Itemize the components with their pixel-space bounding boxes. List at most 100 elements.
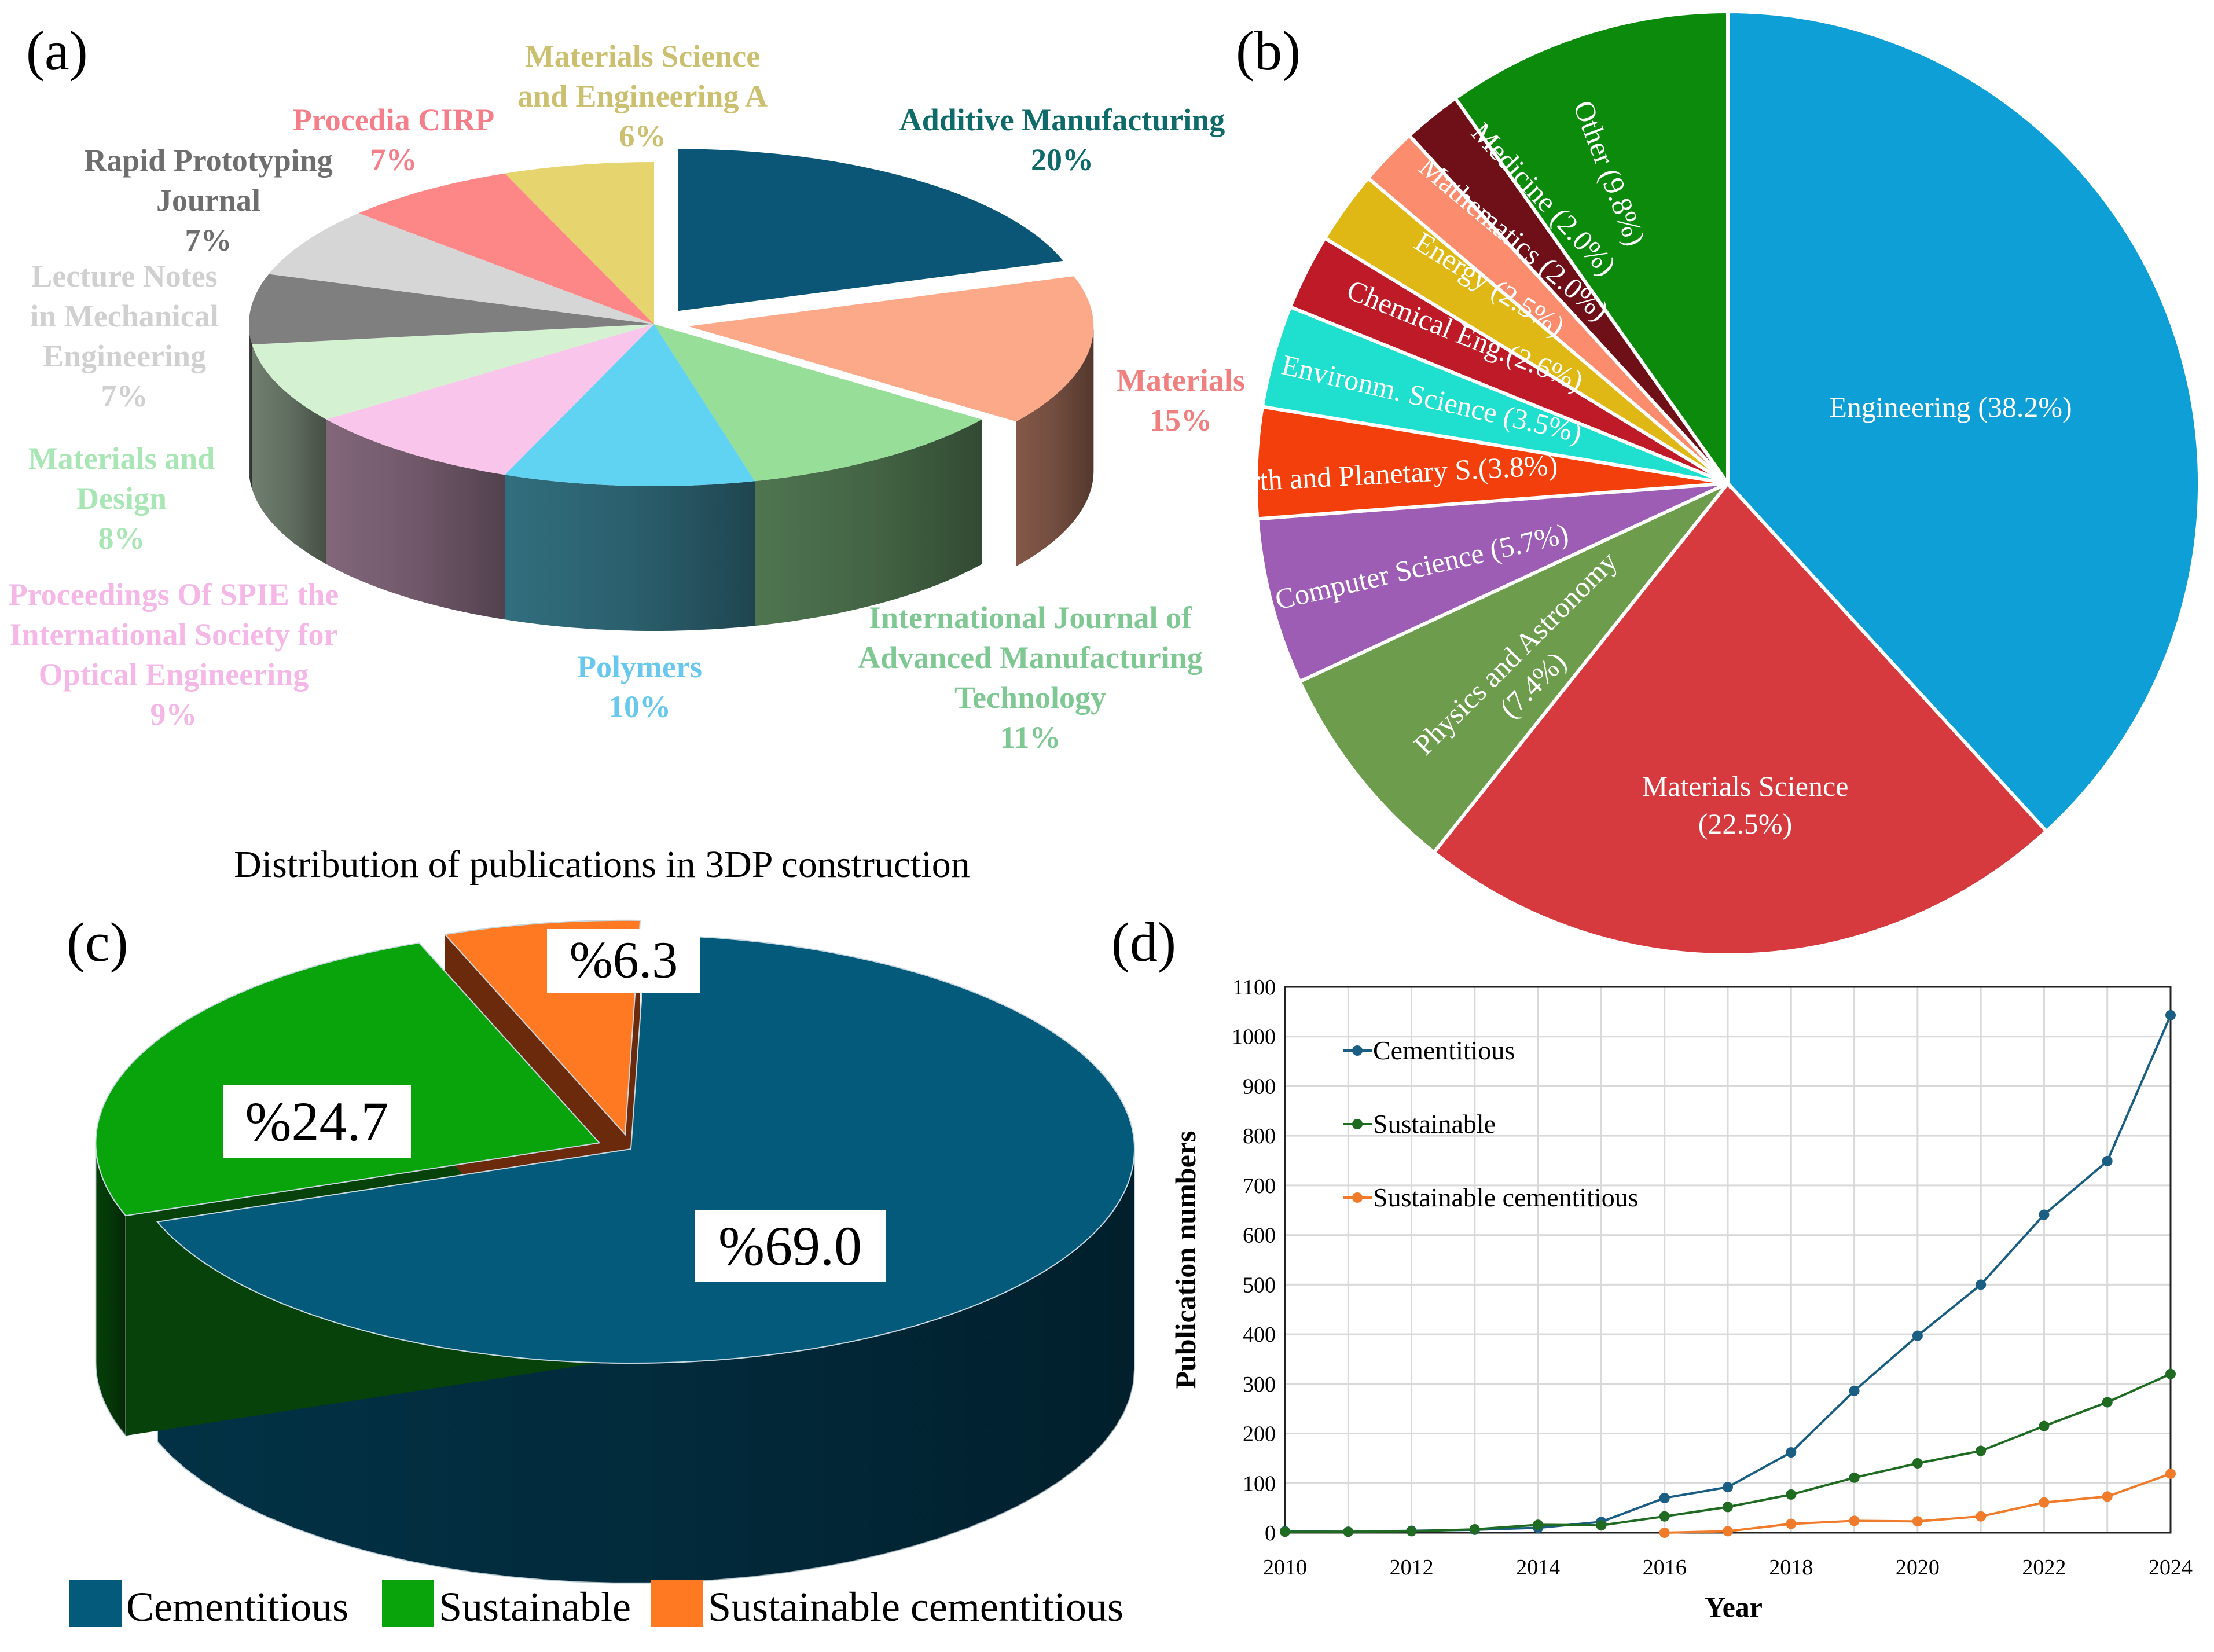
chart-d-ytick-label: 900 [1243, 1074, 1276, 1099]
chart-c-3d-pie: %69.0 %24.7 %6.3 Cementitious Sustainable Su… [69, 919, 1136, 1630]
chart-a-3d-pie: Additive Manufacturing 20% Materials 15% Int… [9, 39, 1245, 755]
chart-a-label-5: Materials and [28, 441, 215, 476]
chart-a-slice-side-shade [505, 475, 755, 631]
chart-a-label-6: in Mechanical [30, 299, 218, 333]
chart-d-point-0 [1786, 1447, 1797, 1458]
chart-a-label-2: Technology [954, 680, 1106, 715]
chart-d-point-2 [1976, 1511, 1987, 1522]
chart-a-slice [678, 149, 1063, 311]
chart-b-slice [1453, 9, 1730, 489]
chart-a-label-6: 7% [101, 379, 148, 413]
chart-a-slice [249, 274, 654, 345]
chart-d-point-1 [1849, 1472, 1860, 1483]
panel-label-c: (c) [67, 911, 128, 973]
chart-b-slice [1255, 482, 1729, 684]
chart-d-point-2 [1723, 1526, 1733, 1537]
chart-a-label-7: Rapid Prototyping [84, 143, 333, 178]
chart-d-ytick-label: 1100 [1232, 975, 1276, 1000]
chart-d-legend-label-0: Cementitious [1373, 1036, 1515, 1065]
chart-c-title: Distribution of publications in 3DP cons… [234, 843, 970, 886]
chart-a-slice [326, 324, 654, 475]
chart-d-point-1 [1469, 1523, 1480, 1534]
chart-d-legend: Cementitious Sustainable Sustainable cemen… [1343, 1036, 1639, 1212]
chart-c-slice-side-shade [96, 1143, 126, 1436]
chart-d-point-1 [1406, 1526, 1417, 1537]
chart-d-point-1 [2165, 1368, 2176, 1379]
chart-d-point-1 [2102, 1397, 2113, 1408]
chart-d-ylabel: Publication numbers [1169, 1131, 1202, 1389]
chart-a-slice-tops [249, 149, 1094, 486]
chart-d-ytick-label: 800 [1243, 1124, 1276, 1148]
chart-d-xtick-label: 2010 [1263, 1555, 1307, 1580]
chart-c-label-box-2 [547, 929, 700, 993]
chart-d-ytick-label: 200 [1243, 1422, 1276, 1447]
chart-b-slices [1254, 9, 2201, 957]
chart-a-slice [252, 324, 654, 420]
chart-a-label-4: Proceedings Of SPIE the [9, 577, 339, 612]
chart-a-label-8: 7% [370, 142, 417, 177]
chart-d-point-0 [1976, 1279, 1987, 1290]
chart-a-label-2: Advanced Manufacturing [858, 640, 1203, 675]
chart-a-slice-side-shade [1016, 326, 1094, 567]
chart-d-point-1 [1976, 1445, 1987, 1456]
chart-d-point-2 [1912, 1516, 1923, 1527]
chart-a-slice-side-shade [755, 419, 982, 626]
chart-d-point-1 [1596, 1520, 1607, 1531]
chart-c-labels: %69.0 %24.7 %6.3 [223, 929, 886, 1282]
chart-b-slice [1726, 9, 2201, 834]
chart-c-legend-swatch-2 [651, 1580, 703, 1627]
chart-d-point-1 [1912, 1458, 1923, 1469]
chart-d-point-1 [1533, 1519, 1544, 1530]
chart-d-point-2 [1849, 1515, 1860, 1526]
chart-a-label-4: 9% [150, 697, 197, 732]
chart-a-slice-sides [249, 324, 1094, 631]
chart-a-slice-side-shade [326, 419, 505, 620]
chart-c-label-0: %69.0 [718, 1215, 862, 1277]
chart-c-label-2: %6.3 [570, 932, 678, 989]
chart-d-xtick-label: 2012 [1390, 1555, 1434, 1580]
chart-d-point-2 [2039, 1497, 2050, 1508]
chart-a-label-6: Lecture Notes [31, 259, 217, 293]
chart-b-label-1: Materials Science [1642, 770, 1849, 802]
chart-d-xtick-label: 2018 [1769, 1555, 1813, 1580]
chart-c-slice [156, 934, 1136, 1364]
chart-a-slice [358, 173, 654, 324]
panel-label-a: (a) [26, 20, 88, 82]
chart-d-legend-label-2: Sustainable cementitious [1373, 1183, 1639, 1212]
chart-a-label-2: International Journal of [869, 600, 1192, 635]
chart-b-pie: Engineering (38.2%) Materials Science (22.… [1219, 9, 2201, 957]
chart-b-slice [1431, 480, 2049, 957]
chart-d-ytick-label: 0 [1265, 1521, 1276, 1545]
chart-a-slice-side-shade [249, 324, 252, 490]
chart-c-label-1: %24.7 [245, 1091, 389, 1152]
chart-a-slice [654, 324, 982, 482]
chart-d-legend-marker-2 [1352, 1192, 1363, 1203]
chart-a-slice [505, 324, 755, 486]
chart-d-point-2 [1786, 1518, 1797, 1529]
chart-d-xtick-label: 2014 [1516, 1555, 1560, 1580]
chart-d-point-1 [2039, 1420, 2050, 1431]
chart-d-ytick-label: 600 [1243, 1224, 1276, 1248]
chart-c-legend: Cementitious Sustainable Sustainable cemen… [69, 1580, 1123, 1630]
chart-a-label-5: 8% [98, 521, 145, 556]
chart-a-label-1: 15% [1150, 403, 1212, 438]
chart-d-axes: 0 100 200 300 400 500 600 700 800 900 1000 1100 2010… [1169, 975, 2193, 1623]
chart-d-ytick-label: 100 [1243, 1471, 1276, 1496]
chart-c-legend-swatch-1 [382, 1580, 434, 1627]
chart-d-point-2 [2165, 1468, 2176, 1479]
chart-b-slice [1297, 482, 1730, 855]
chart-d-grid [1284, 986, 2172, 1534]
chart-d-xtick-label: 2024 [2149, 1555, 2193, 1580]
chart-b-slice [1254, 405, 1728, 521]
chart-d-line: 0 100 200 300 400 500 600 700 800 900 1000 1100 2010… [1169, 975, 2193, 1623]
chart-d-point-2 [1659, 1528, 1670, 1538]
chart-d-xtick-label: 2020 [1896, 1555, 1940, 1580]
chart-d-xtick-label: 2022 [2022, 1555, 2066, 1580]
chart-d-legend-marker-1 [1352, 1119, 1363, 1129]
chart-a-label-6: Engineering [43, 339, 206, 373]
chart-a-label-4: International Society for [10, 617, 338, 652]
chart-a-label-9: and Engineering A [517, 79, 768, 113]
chart-d-point-1 [1280, 1526, 1290, 1537]
chart-c-label-box-1 [223, 1085, 411, 1158]
